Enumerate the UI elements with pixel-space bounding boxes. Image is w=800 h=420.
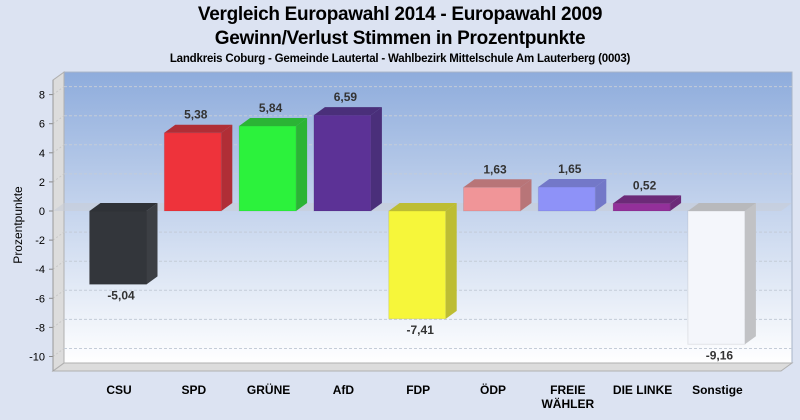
chart-subtitle: Gewinn/Verlust Stimmen in Prozentpunkte — [214, 28, 586, 49]
data-label: 0,52 — [633, 178, 657, 192]
x-tick-label: ÖDP — [480, 382, 506, 397]
bar-top — [613, 195, 682, 204]
bar — [163, 124, 233, 212]
bar-front — [89, 210, 147, 285]
bar-side — [520, 179, 532, 211]
data-label: 6,59 — [334, 90, 358, 104]
bar-front — [463, 186, 521, 212]
x-tick-label: CSU — [106, 383, 131, 397]
bar-front — [537, 186, 596, 212]
chart-caption: Landkreis Coburg - Gemeinde Lautertal - … — [169, 53, 631, 65]
y-tick-label: -6 — [35, 293, 45, 305]
data-label: 5,38 — [184, 108, 208, 122]
data-label: 1,65 — [558, 162, 582, 176]
bar-side — [221, 124, 233, 211]
y-tick-label: -2 — [35, 235, 45, 247]
bar — [537, 178, 607, 212]
bar — [687, 203, 756, 345]
bar — [463, 179, 532, 212]
bar-side — [595, 178, 607, 211]
bar — [612, 195, 682, 212]
bar-top — [89, 203, 158, 211]
x-tick-label: DIE LINKE — [613, 383, 672, 397]
bar — [238, 118, 308, 212]
bar — [388, 203, 457, 320]
bar-front — [612, 202, 671, 212]
y-tick-label: -8 — [35, 322, 45, 334]
data-label: -5,04 — [107, 288, 135, 302]
y-tick-label: 6 — [39, 119, 45, 131]
bar-front — [238, 125, 297, 212]
bar-top — [538, 178, 607, 187]
bar-top — [687, 203, 756, 211]
data-label: 5,84 — [259, 101, 283, 115]
bar-top — [164, 124, 233, 133]
data-label: 1,63 — [483, 162, 507, 176]
x-tick-label: Sonstige — [692, 383, 743, 397]
x-tick-label: SPD — [181, 383, 206, 397]
y-tick-label: 4 — [39, 148, 45, 160]
bar-top — [388, 203, 457, 211]
plot-side-wall — [52, 71, 65, 373]
data-label: -7,41 — [407, 323, 435, 337]
y-tick-label: 2 — [39, 177, 45, 189]
y-tick-label: -10 — [29, 352, 45, 364]
x-tick-label: FREIE — [550, 383, 585, 397]
bar-side — [744, 203, 756, 345]
bar-front — [388, 210, 447, 320]
bar-front — [163, 132, 222, 212]
bar-side — [146, 203, 158, 285]
bar-front — [313, 114, 372, 212]
bar-side — [445, 203, 457, 319]
x-tick-label: GRÜNE — [247, 382, 290, 397]
y-tick-label: 8 — [39, 90, 45, 102]
plot-floor — [51, 362, 794, 372]
bar-side — [370, 107, 382, 211]
y-tick-label: -4 — [35, 264, 45, 276]
x-tick-label: FDP — [406, 383, 430, 397]
bar-side — [296, 118, 308, 211]
bar-side — [670, 195, 682, 211]
bar-front — [687, 210, 746, 345]
bar-top — [313, 107, 382, 116]
y-tick-label: 0 — [39, 206, 45, 218]
x-tick-label: AfD — [333, 383, 355, 397]
bar — [313, 107, 382, 212]
y-axis-label: Prozentpunkte — [11, 186, 25, 264]
x-tick-label: WÄHLER — [541, 396, 594, 411]
bar — [89, 203, 158, 285]
bar-top — [463, 179, 532, 188]
bar-top — [239, 118, 308, 127]
chart-title: Vergleich Europawahl 2014 - Europawahl 2… — [197, 4, 603, 25]
data-label: -9,16 — [706, 348, 734, 362]
